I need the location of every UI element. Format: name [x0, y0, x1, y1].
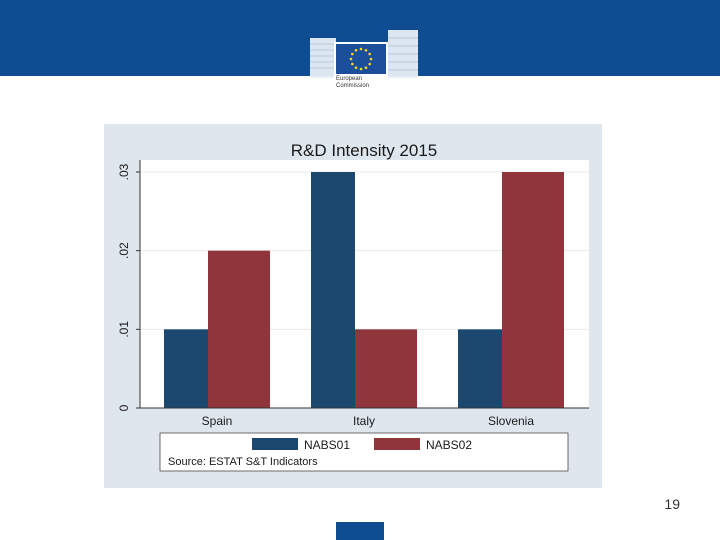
footer-tab: [336, 522, 384, 540]
source-note: Source: ESTAT S&T Indicators: [168, 456, 318, 468]
bar-nabs02-spain: [208, 250, 270, 408]
y-tick-label: .02: [117, 242, 131, 259]
y-tick-label: 0: [117, 404, 131, 411]
chart-panel: R&D Intensity 2015 0 .01 .02 .03 Spain Italy S…: [104, 124, 602, 488]
legend-label-nabs02: NABS02: [426, 438, 472, 452]
bar-nabs01-spain: [164, 329, 208, 408]
x-tick-label: Spain: [202, 414, 233, 428]
european-commission-logo: European Commission: [306, 18, 426, 116]
y-tick-label: .03: [117, 163, 131, 180]
logo-text: European Commission: [336, 76, 388, 90]
chart-title: R&D Intensity 2015: [291, 141, 437, 160]
logo-box: [334, 42, 388, 116]
logo-line-1: European: [336, 76, 363, 82]
x-tick-label: Italy: [353, 414, 375, 428]
x-tick-label: Slovenia: [488, 414, 534, 428]
legend-label-nabs01: NABS01: [304, 438, 350, 452]
eu-flag-icon: [336, 44, 386, 74]
bar-nabs02-italy: [355, 329, 417, 408]
page-number: 19: [664, 496, 680, 512]
bar-nabs01-italy: [311, 172, 355, 408]
bar-nabs02-slovenia: [502, 172, 564, 408]
legend-box: [159, 432, 569, 472]
legend-swatch-nabs02: [374, 438, 420, 450]
logo-line-2: Commission: [336, 83, 370, 89]
y-tick-label: .01: [117, 321, 131, 338]
bar-chart: R&D Intensity 2015 0 .01 .02 .03 Spain Italy S…: [117, 141, 589, 472]
legend-swatch-nabs01: [252, 438, 298, 450]
berlaymont-building-icon: [310, 30, 418, 78]
bar-nabs01-slovenia: [458, 329, 502, 408]
